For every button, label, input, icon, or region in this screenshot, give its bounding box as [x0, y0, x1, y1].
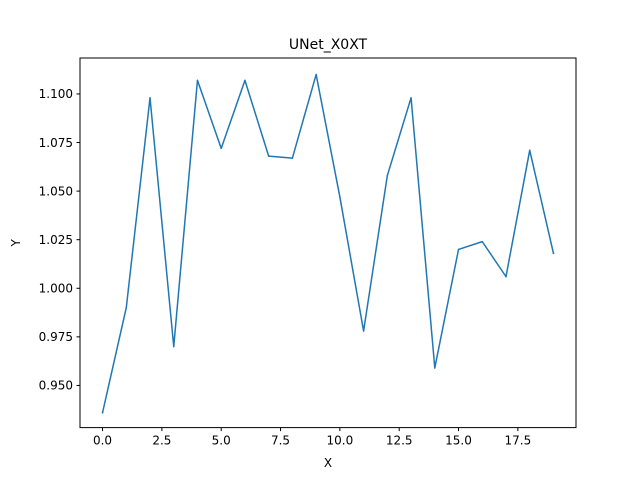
- data-point: [339, 196, 341, 198]
- data-point: [220, 147, 222, 150]
- data-point: [101, 411, 104, 414]
- x-tick-label: 12.5: [386, 434, 413, 448]
- data-point: [267, 155, 270, 157]
- y-tick-label: 0.975: [39, 330, 73, 344]
- x-tick-label: 17.5: [504, 434, 531, 448]
- x-tick-label: 10.0: [327, 434, 354, 448]
- y-tick-label: 0.950: [39, 379, 73, 393]
- data-point: [481, 240, 484, 243]
- x-tick-label: 5.0: [212, 434, 231, 448]
- data-point: [149, 97, 151, 99]
- data-point: [315, 73, 317, 76]
- data-point: [505, 275, 507, 278]
- chart-title: UNet_X0XT: [289, 37, 368, 53]
- data-point: [552, 252, 555, 255]
- data-point: [362, 330, 365, 332]
- y-axis-title: Y: [9, 238, 23, 247]
- data-point: [410, 97, 412, 99]
- y-tick-label: 1.025: [39, 233, 73, 247]
- data-point: [457, 248, 460, 251]
- y-tick-label: 1.050: [39, 184, 73, 198]
- plot-frame: [79, 57, 577, 429]
- data-point: [172, 345, 175, 348]
- x-tick-label: 15.0: [445, 434, 472, 448]
- x-tick-label: 2.5: [152, 434, 171, 448]
- y-tick-label: 1.100: [39, 87, 73, 101]
- ticks-layer: 0.0 2.5 5.0 7.5 10.0 12.5 15.0 17.5 0.950 0.975 1.…: [39, 87, 532, 447]
- data-point: [291, 157, 294, 159]
- x-tick-label: 7.5: [271, 434, 290, 448]
- data-point: [434, 367, 436, 369]
- x-tick-label: 0.0: [93, 434, 112, 448]
- x-axis-title: X: [324, 456, 332, 470]
- y-tick-label: 1.000: [39, 282, 73, 296]
- y-tick-label: 1.075: [39, 136, 73, 150]
- data-point: [125, 306, 128, 309]
- data-point: [244, 79, 246, 82]
- data-point: [386, 174, 389, 177]
- data-point: [196, 79, 199, 82]
- series-line: [101, 73, 555, 414]
- series-layer: [101, 73, 555, 414]
- data-point: [528, 149, 531, 152]
